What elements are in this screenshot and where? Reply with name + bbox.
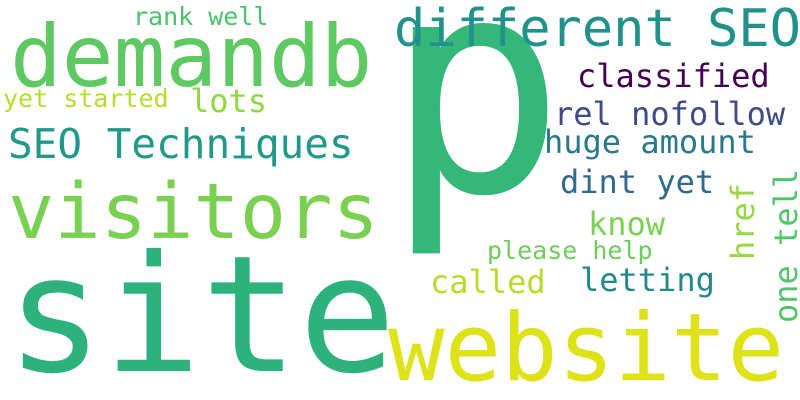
- word-visitors: visitors: [8, 168, 379, 257]
- word-rel-nofollow: rel nofollow: [554, 95, 786, 133]
- word-letting: letting: [580, 261, 715, 299]
- word-site: site: [6, 222, 397, 400]
- word-called: called: [430, 263, 546, 301]
- word-different-seo: different SEO: [394, 0, 800, 59]
- word-rank-well: rank well: [133, 2, 269, 31]
- word-lots: lots: [190, 82, 268, 120]
- word-p: p: [385, 0, 566, 262]
- word-demandb: demandb: [10, 7, 373, 107]
- word-know: know: [588, 205, 666, 243]
- word-yet-started: yet started: [3, 84, 169, 113]
- word-seo-techniques: SEO Techniques: [8, 120, 354, 168]
- word-dint-yet: dint yet: [560, 163, 715, 201]
- word-one-tell: one tell: [767, 168, 800, 323]
- word-href: href: [724, 182, 762, 260]
- word-huge-amount: huge amount: [544, 123, 756, 161]
- word-please-help: please help: [487, 236, 653, 265]
- word-classified: classified: [577, 57, 770, 95]
- word-website: website: [388, 294, 785, 400]
